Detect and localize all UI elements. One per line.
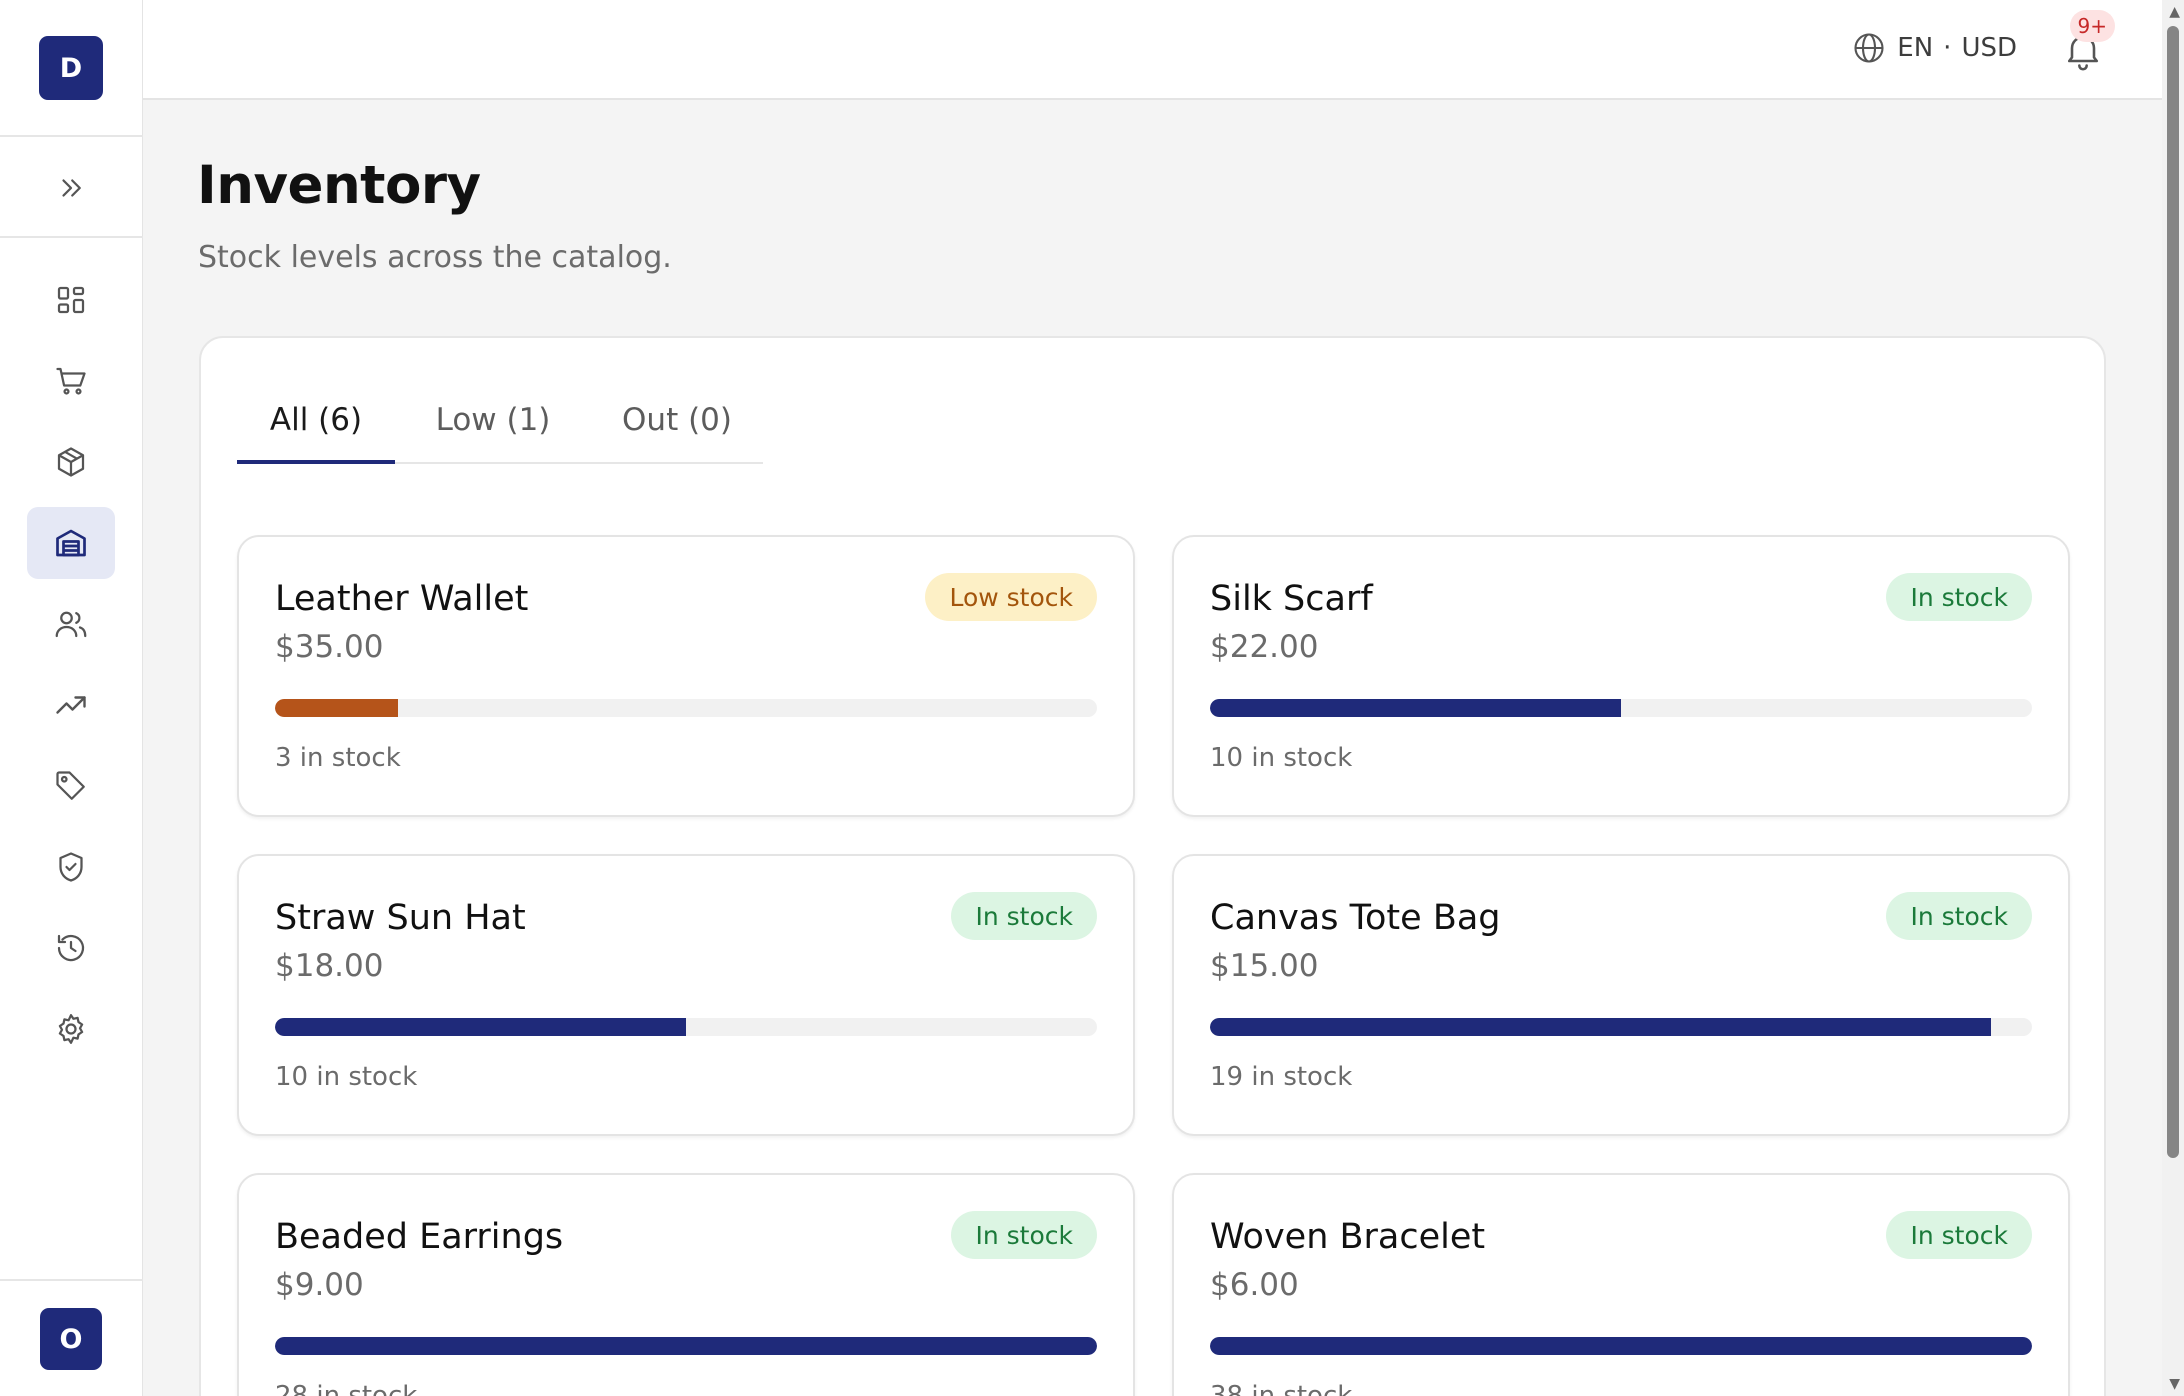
box-icon (57, 447, 85, 477)
sidebar-divider (0, 135, 143, 137)
product-card[interactable]: Leather Wallet $35.00 Low stock 3 in sto… (237, 535, 1135, 817)
sidebar-item-discounts[interactable] (27, 750, 115, 822)
stock-bar (1210, 1337, 2032, 1355)
sidebar-item-orders[interactable] (27, 345, 115, 417)
stock-bar (275, 699, 1097, 717)
product-price: $35.00 (275, 629, 384, 665)
sidebar-item-history[interactable] (27, 912, 115, 984)
stock-count: 10 in stock (275, 1062, 418, 1092)
status-badge: In stock (1886, 1211, 2032, 1259)
product-card[interactable]: Woven Bracelet $6.00 In stock 38 in stoc… (1172, 1173, 2070, 1396)
product-name: Canvas Tote Bag (1210, 898, 1501, 938)
page-title: Inventory (197, 155, 481, 216)
product-price: $15.00 (1210, 948, 1319, 984)
sidebar: D O (0, 0, 143, 1396)
stock-count: 10 in stock (1210, 743, 1353, 773)
stock-bar-fill (1210, 1337, 2032, 1355)
trending-up-icon (56, 696, 86, 714)
expand-sidebar-button[interactable] (51, 168, 91, 208)
tab-all[interactable]: All (6) (237, 378, 395, 464)
gear-icon (58, 1014, 84, 1044)
product-price: $6.00 (1210, 1267, 1299, 1303)
sidebar-item-analytics[interactable] (27, 669, 115, 741)
product-name: Silk Scarf (1210, 579, 1373, 619)
stock-bar-fill (1210, 1018, 1991, 1036)
history-icon (57, 934, 85, 962)
scroll-up-arrow-icon[interactable]: ▲ (2169, 4, 2180, 20)
product-name: Beaded Earrings (275, 1217, 564, 1257)
status-badge: In stock (1886, 573, 2032, 621)
scroll-down-arrow-icon[interactable]: ▼ (2169, 1376, 2180, 1392)
product-name: Straw Sun Hat (275, 898, 526, 938)
double-chevron-right-icon (62, 179, 81, 197)
stock-bar (1210, 699, 2032, 717)
cart-icon (56, 367, 86, 395)
filter-tabs: All (6) Low (1) Out (0) (237, 378, 763, 464)
stock-bar (275, 1337, 1097, 1355)
language-label: EN (1897, 33, 1934, 63)
sidebar-item-inventory[interactable] (27, 507, 115, 579)
scroll-thumb[interactable] (2167, 26, 2179, 1158)
status-badge: In stock (1886, 892, 2032, 940)
sidebar-divider (0, 236, 143, 238)
stock-bar-fill (275, 1018, 686, 1036)
product-card[interactable]: Silk Scarf $22.00 In stock 10 in stock (1172, 535, 2070, 817)
product-price: $22.00 (1210, 629, 1319, 665)
stock-count: 19 in stock (1210, 1062, 1353, 1092)
sidebar-item-security[interactable] (27, 831, 115, 903)
page-subtitle: Stock levels across the catalog. (198, 240, 672, 275)
stock-count: 3 in stock (275, 743, 401, 773)
sidebar-item-customers[interactable] (27, 588, 115, 660)
top-bar: EN · USD 9+ (143, 0, 2162, 100)
locale-separator: · (1943, 33, 1952, 63)
product-card[interactable]: Canvas Tote Bag $15.00 In stock 19 in st… (1172, 854, 2070, 1136)
tab-low[interactable]: Low (1) (435, 402, 551, 438)
product-price: $9.00 (275, 1267, 364, 1303)
inventory-panel: All (6) Low (1) Out (0) Leather Wallet $… (199, 336, 2106, 1396)
warehouse-icon (56, 529, 86, 557)
shield-check-icon (59, 852, 83, 882)
globe-icon (1854, 33, 1884, 63)
product-card[interactable]: Straw Sun Hat $18.00 In stock 10 in stoc… (237, 854, 1135, 1136)
notification-count-badge: 9+ (2069, 10, 2115, 42)
product-card[interactable]: Beaded Earrings $9.00 In stock 28 in sto… (237, 1173, 1135, 1396)
users-icon (55, 611, 87, 638)
sidebar-divider (0, 1279, 143, 1281)
status-badge: In stock (951, 892, 1097, 940)
product-price: $18.00 (275, 948, 384, 984)
status-badge: Low stock (925, 573, 1097, 621)
sidebar-item-products[interactable] (27, 426, 115, 498)
sidebar-item-settings[interactable] (27, 993, 115, 1065)
product-name: Woven Bracelet (1210, 1217, 1486, 1257)
stock-bar-fill (275, 1337, 1097, 1355)
stock-count: 38 in stock (1210, 1381, 1353, 1396)
stock-bar (275, 1018, 1097, 1036)
status-badge: In stock (951, 1211, 1097, 1259)
stock-count: 28 in stock (275, 1381, 418, 1396)
currency-label: USD (1961, 33, 2017, 63)
app-logo[interactable]: D (39, 36, 103, 100)
tab-out[interactable]: Out (0) (622, 402, 732, 438)
stock-bar-fill (1210, 699, 1621, 717)
product-name: Leather Wallet (275, 579, 529, 619)
grid-icon (57, 286, 85, 314)
sidebar-item-dashboard[interactable] (27, 264, 115, 336)
stock-bar-fill (275, 699, 399, 717)
user-avatar[interactable]: O (40, 1308, 102, 1370)
locale-selector[interactable]: EN · USD (1851, 30, 2017, 66)
page-scrollbar[interactable]: ▲ ▼ (2162, 0, 2184, 1396)
stock-bar (1210, 1018, 2032, 1036)
tag-icon (56, 771, 85, 800)
